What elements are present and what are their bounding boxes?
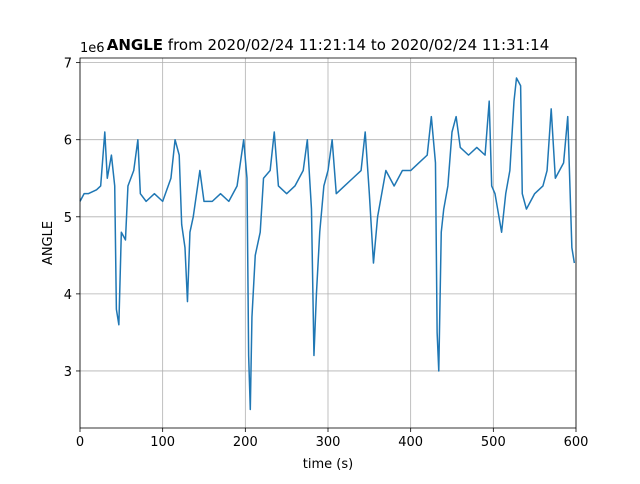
y-axis-label: ANGLE xyxy=(41,221,56,265)
title-rest: from 2020/02/24 11:21:14 to 2020/02/24 1… xyxy=(168,36,549,54)
x-tick-label: 600 xyxy=(564,435,589,450)
plot-frame xyxy=(79,57,577,429)
data-line xyxy=(79,77,576,411)
x-tick-label: 0 xyxy=(76,435,84,450)
x-axis-label: time (s) xyxy=(303,457,353,472)
x-tick-label: 500 xyxy=(481,435,506,450)
x-tick-label: 100 xyxy=(150,435,175,450)
x-tick-label: 200 xyxy=(233,435,258,450)
y-tick-label: 7 xyxy=(64,57,72,72)
y-tick-label: 5 xyxy=(64,211,72,226)
y-tick-label: 6 xyxy=(64,134,72,149)
x-tick-label: 300 xyxy=(316,435,341,450)
chart-title: ANGLE from 2020/02/24 11:21:14 to 2020/0… xyxy=(107,36,550,54)
offset-label: 1e6 xyxy=(80,41,105,56)
y-tick-label: 3 xyxy=(64,365,72,380)
y-tick-label: 4 xyxy=(64,288,72,303)
title-bold: ANGLE xyxy=(107,36,163,54)
x-tick-label: 400 xyxy=(398,435,423,450)
